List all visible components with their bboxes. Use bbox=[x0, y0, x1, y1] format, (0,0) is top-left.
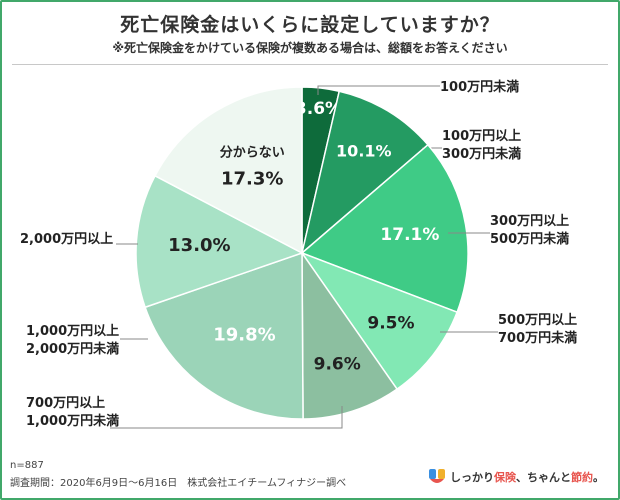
leader-line bbox=[110, 406, 343, 429]
leader-line bbox=[317, 85, 440, 95]
slice-category-label: 100万円以上 bbox=[442, 129, 521, 144]
pie-slice bbox=[300, 143, 469, 314]
survey-note: 調査期間：2020年6月9日〜6月16日 株式会社エイチームフィナジー調べ bbox=[10, 478, 347, 489]
pie-slice bbox=[154, 86, 303, 255]
slice-category-label: 2,000万円以上 bbox=[20, 232, 113, 247]
slice-category-label: 700万円未満 bbox=[498, 330, 577, 346]
logo-text-suffix: 。 bbox=[593, 471, 604, 484]
title-divider bbox=[12, 64, 608, 65]
slice-category-label: 1,000万円以上 bbox=[26, 324, 119, 339]
pie-slice bbox=[144, 251, 304, 420]
slice-percent-label: 17.1% bbox=[380, 225, 439, 245]
slice-percent-label: 17.3% bbox=[221, 169, 283, 190]
brand-mark-icon bbox=[429, 469, 445, 483]
slice-category-label: 2,000万円未満 bbox=[26, 341, 119, 357]
slice-category-label: 100万円未満 bbox=[440, 79, 519, 95]
pie-slice bbox=[299, 251, 459, 391]
slice-category-label: 500万円未満 bbox=[490, 231, 569, 247]
pie-slice bbox=[301, 250, 399, 420]
brand-logo: しっかり 保険 、ちゃんと 節約。 bbox=[428, 468, 604, 486]
logo-text-prefix: しっかり bbox=[450, 471, 494, 484]
slice-percent-label: 9.5% bbox=[367, 313, 414, 333]
slice-percent-label: 19.8% bbox=[213, 324, 275, 345]
slice-percent-label: 9.6% bbox=[314, 355, 361, 375]
slice-percent-label: 13.0% bbox=[168, 235, 230, 256]
logo-text-accent2: 節約 bbox=[571, 471, 593, 484]
logo-text-accent1: 保険 bbox=[494, 471, 516, 484]
slice-category-label: 500万円以上 bbox=[498, 313, 577, 328]
slice-percent-label: 10.1% bbox=[336, 142, 392, 161]
pie-slice bbox=[300, 90, 429, 256]
slice-label: 分からない bbox=[220, 145, 285, 161]
sample-size: n=887 bbox=[10, 460, 44, 471]
logo-text-mid: 、ちゃんと bbox=[516, 471, 571, 484]
slice-category-label: 1,000万円未満 bbox=[26, 413, 119, 429]
pie-slice bbox=[135, 174, 304, 309]
chart-title: 死亡保険金はいくらに設定していますか？ bbox=[120, 14, 500, 36]
slice-category-label: 700万円以上 bbox=[26, 396, 105, 411]
slice-category-label: 300万円未満 bbox=[442, 146, 521, 162]
slice-category-label: 300万円以上 bbox=[490, 214, 569, 229]
chart-subtitle: ※死亡保険金をかけている保険が複数ある場合は、総額をお答えください bbox=[112, 41, 508, 55]
slice-percent-label: 3.6% bbox=[295, 99, 342, 119]
